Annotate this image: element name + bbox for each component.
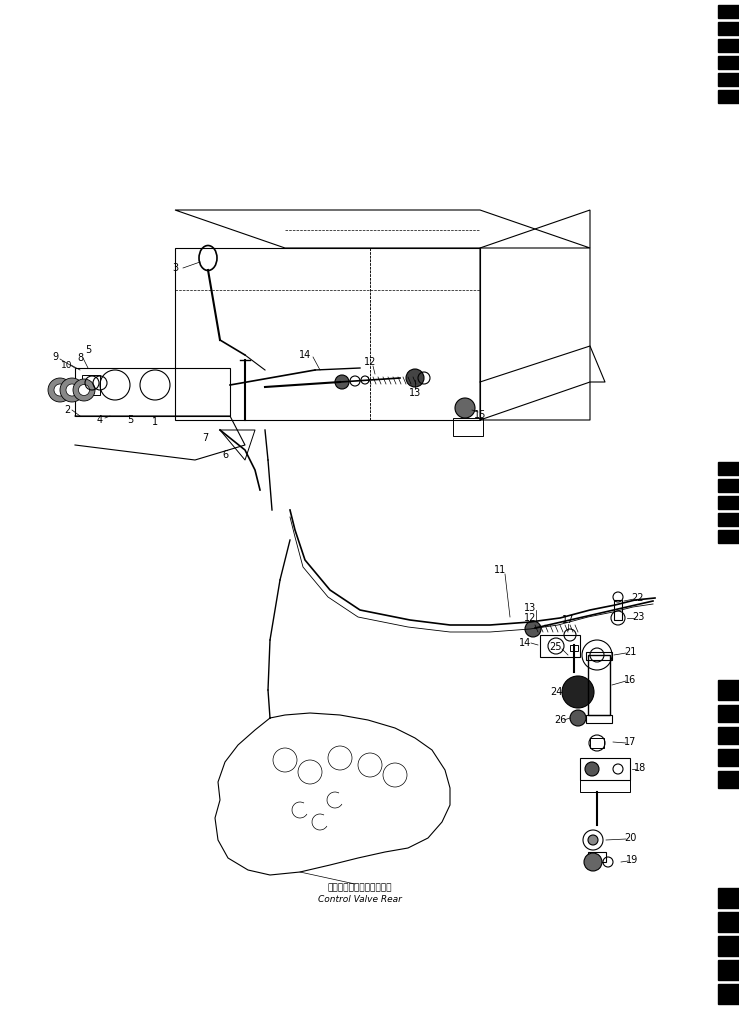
Text: 20: 20 [624,833,636,843]
Bar [718,56,739,69]
Circle shape [54,384,66,396]
Bar [588,655,610,715]
Bar [718,771,739,788]
Bar [718,749,739,766]
Bar [718,5,739,19]
Bar [718,530,739,543]
Bar [718,495,739,509]
Bar [453,418,483,436]
Bar [718,39,739,52]
Circle shape [335,375,349,389]
Bar [590,738,604,748]
Text: 25: 25 [550,642,562,652]
Text: Control Valve Rear: Control Valve Rear [318,895,402,905]
Text: 23: 23 [632,612,644,622]
Bar [718,73,739,86]
Text: 3: 3 [172,263,178,273]
Bar [718,888,739,908]
Circle shape [584,853,602,871]
Bar [718,960,739,980]
Circle shape [455,398,475,418]
Text: 19: 19 [626,855,638,865]
Bar [718,912,739,932]
Text: 12: 12 [364,357,376,367]
Text: 15: 15 [474,410,486,420]
Text: 2: 2 [64,405,70,415]
Circle shape [562,676,594,708]
Text: 10: 10 [61,361,72,369]
Bar [580,780,630,792]
Text: 5: 5 [85,345,91,355]
Bar [718,680,739,700]
Text: 16: 16 [624,675,636,685]
Text: コントロールバルブリヤー: コントロールバルブリヤー [328,883,392,892]
Bar [588,852,606,862]
Circle shape [78,384,89,396]
Text: 7: 7 [202,433,208,443]
Bar [570,645,578,651]
Text: 21: 21 [624,647,636,657]
Text: 22: 22 [632,593,644,603]
Text: 17: 17 [562,615,574,625]
Bar [718,479,739,492]
Bar [718,727,739,744]
Circle shape [66,384,78,396]
Text: 13: 13 [409,388,421,398]
Bar [718,705,739,722]
Text: 17: 17 [624,737,636,747]
Circle shape [588,835,598,845]
Bar [586,715,612,723]
Text: 13: 13 [524,603,536,613]
Text: 14: 14 [519,638,531,648]
Text: 4: 4 [97,415,103,425]
Text: 26: 26 [554,715,566,725]
Circle shape [406,369,424,387]
Circle shape [73,379,95,401]
Text: 14: 14 [299,350,311,360]
Text: 12: 12 [524,613,537,623]
Text: 8: 8 [77,353,83,363]
Text: 5: 5 [127,415,133,425]
Circle shape [585,762,599,776]
Text: 18: 18 [634,763,646,773]
Bar [82,375,100,395]
Text: 6: 6 [222,450,228,460]
Circle shape [48,378,72,402]
Text: 1: 1 [152,417,158,427]
Bar [718,462,739,475]
Bar [718,22,739,35]
Circle shape [570,710,586,726]
Circle shape [525,621,541,637]
Text: 24: 24 [550,687,562,697]
Bar [75,368,230,416]
Bar [718,90,739,103]
Bar [614,600,622,620]
Bar [540,635,580,657]
Bar [718,513,739,526]
Bar [718,937,739,956]
Text: 11: 11 [494,565,506,575]
Circle shape [60,378,84,402]
Text: 9: 9 [52,352,58,362]
Bar [718,984,739,1004]
Bar [586,652,612,660]
Bar [580,758,630,780]
